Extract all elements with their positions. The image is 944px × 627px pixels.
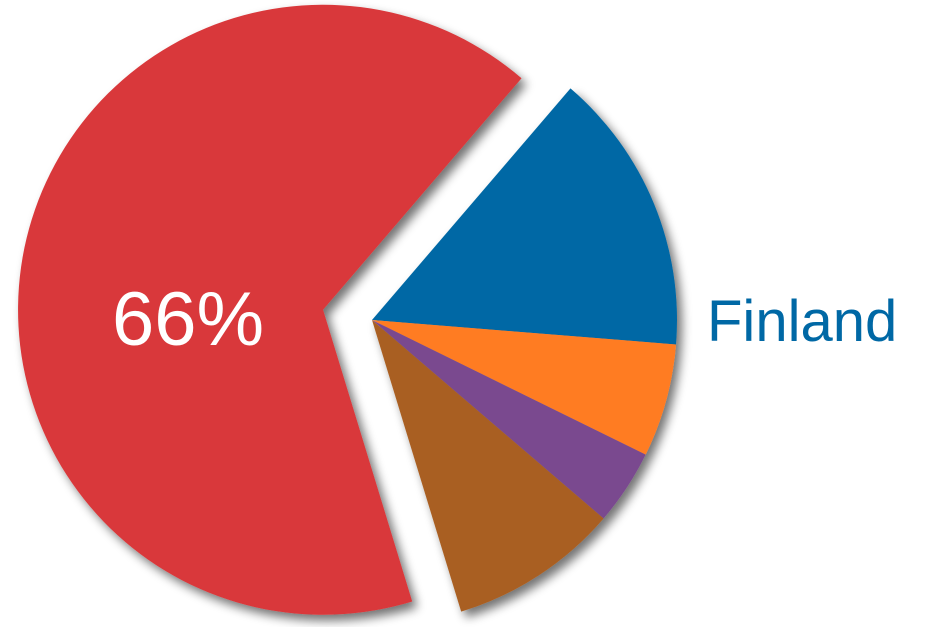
pie-slice-5 <box>372 320 604 612</box>
pie-slice-3 <box>372 320 677 455</box>
pie-slice-4 <box>372 320 646 519</box>
slice-label-country: Finland <box>707 289 897 354</box>
pie-slice-2 <box>372 88 677 345</box>
pie-slice-1 <box>18 4 522 615</box>
slice-label-percentage: 66% <box>112 277 264 362</box>
pie-slices <box>18 4 677 615</box>
